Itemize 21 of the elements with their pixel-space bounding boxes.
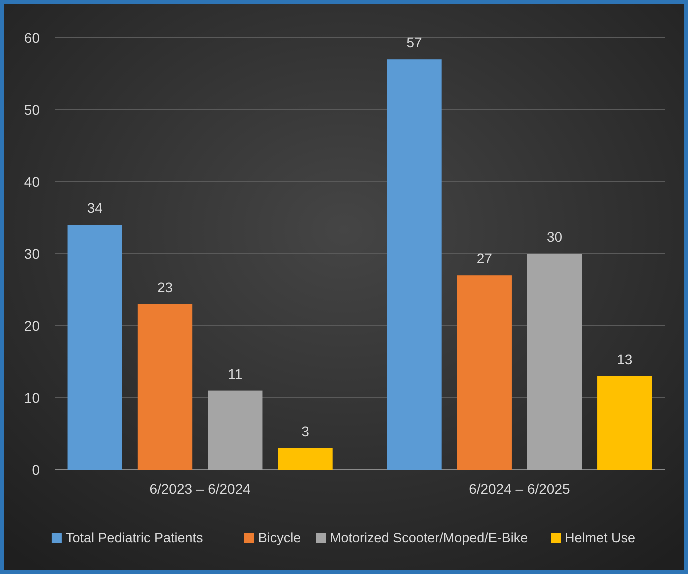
legend-label: Bicycle bbox=[258, 530, 302, 546]
legend-label: Total Pediatric Patients bbox=[66, 530, 204, 546]
y-tick-label: 10 bbox=[24, 390, 40, 406]
data-label: 13 bbox=[617, 351, 633, 368]
data-label: 3 bbox=[302, 423, 310, 440]
y-tick-label: 40 bbox=[24, 174, 40, 190]
y-tick-label: 60 bbox=[24, 30, 40, 46]
data-label: 23 bbox=[157, 279, 174, 296]
y-tick-label: 0 bbox=[32, 462, 40, 478]
data-label: 57 bbox=[406, 34, 422, 51]
legend-label: Helmet Use bbox=[565, 530, 636, 546]
data-label: 27 bbox=[476, 250, 493, 267]
y-tick-label: 50 bbox=[24, 102, 40, 118]
legend-label: Motorized Scooter/Moped/E-Bike bbox=[330, 530, 528, 546]
data-label: 11 bbox=[228, 366, 243, 382]
x-tick-label: 6/2024 – 6/2025 bbox=[469, 481, 570, 497]
x-tick-label: 6/2023 – 6/2024 bbox=[150, 481, 252, 497]
y-tick-label: 30 bbox=[24, 246, 40, 262]
y-tick-label: 20 bbox=[24, 318, 40, 334]
data-label: 34 bbox=[87, 200, 104, 216]
data-label: 30 bbox=[546, 229, 563, 245]
